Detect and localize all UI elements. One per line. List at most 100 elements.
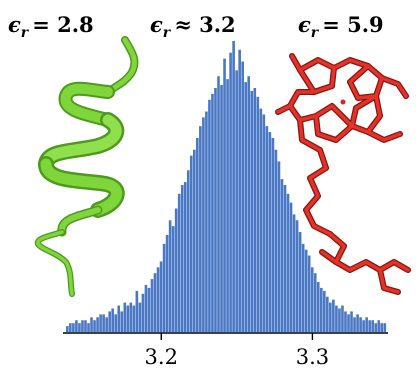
histogram-bar	[205, 111, 208, 332]
histogram-bar	[329, 302, 332, 332]
histogram-bar	[368, 320, 371, 332]
histogram-bar	[193, 149, 196, 332]
histogram-bar	[72, 323, 75, 332]
histogram-bar	[202, 117, 205, 332]
histogram-bar	[150, 279, 154, 332]
histogram-bar	[304, 249, 308, 332]
histogram-bar	[268, 132, 272, 332]
histogram-bar	[295, 220, 299, 332]
histogram-bar	[199, 126, 202, 332]
histogram-bar	[301, 243, 305, 332]
histogram-bar	[126, 305, 130, 332]
histogram-bar	[244, 82, 248, 332]
histogram-bar	[250, 90, 254, 332]
histogram-bar	[362, 320, 365, 332]
histogram-bar	[280, 179, 284, 332]
histogram-bar	[335, 305, 338, 332]
x-tick-label: 3.3	[296, 345, 329, 369]
histogram-bar	[129, 302, 133, 332]
histogram-bar	[75, 320, 78, 332]
histogram-bar	[310, 267, 314, 332]
histogram-bar	[186, 170, 190, 332]
histogram-bar	[380, 323, 384, 332]
histogram-bar	[353, 317, 356, 332]
histogram-bar	[323, 290, 326, 332]
histogram-bar	[238, 49, 241, 332]
histogram-bar	[247, 76, 251, 332]
histogram-bar	[332, 299, 335, 332]
histogram-bar	[189, 155, 193, 332]
histogram-bar	[217, 76, 220, 332]
histogram-bar	[123, 302, 127, 332]
histogram-bar	[256, 96, 260, 332]
histogram-bar	[114, 314, 118, 332]
histogram-bar	[168, 220, 172, 332]
histogram-bar	[214, 87, 217, 332]
histogram-bar	[350, 311, 353, 332]
histogram-bar	[232, 40, 235, 332]
histogram-bar	[147, 287, 151, 332]
histogram-bar	[383, 323, 387, 332]
histogram-bar	[93, 320, 96, 332]
histogram-bar	[316, 282, 320, 332]
histogram-bar	[265, 126, 269, 332]
histogram-bar	[99, 314, 102, 332]
histogram-bar	[286, 193, 290, 332]
histogram-bar	[78, 323, 81, 332]
histogram-bar	[81, 320, 84, 332]
histogram-bar	[313, 273, 317, 332]
histogram-bar	[111, 308, 114, 332]
histogram-bar	[144, 284, 148, 332]
x-axis-ticks: 3.2 3.3	[145, 333, 329, 369]
porphyrin-molecule-illustration	[275, 53, 411, 295]
histogram-bar	[241, 61, 244, 333]
histogram-bar	[289, 202, 293, 332]
histogram-bar	[347, 314, 350, 332]
histogram-bar	[90, 317, 93, 332]
histogram-bar	[69, 323, 72, 332]
histogram-bar	[326, 296, 329, 332]
histogram-bar	[156, 267, 160, 332]
histogram-bar	[180, 185, 184, 332]
histogram-bars	[66, 40, 387, 333]
histogram-bar	[141, 293, 145, 332]
alpha-helix-illustration	[34, 36, 139, 297]
histogram-bar	[153, 273, 157, 332]
histogram-bar	[117, 305, 121, 332]
histogram-bar	[87, 323, 90, 332]
histogram-bar	[171, 226, 175, 332]
histogram-bar	[277, 161, 281, 332]
histogram-bar	[377, 320, 381, 332]
histogram-bar	[307, 255, 311, 332]
histogram-bar	[138, 302, 142, 332]
histogram-bar	[196, 137, 199, 332]
histogram-bar	[220, 85, 223, 332]
histogram-bar	[283, 185, 287, 332]
histogram-bar	[174, 208, 178, 332]
histogram-bar	[226, 79, 229, 332]
histogram-bar	[292, 214, 296, 332]
x-tick-label: 3.2	[145, 345, 178, 369]
histogram-bar	[211, 93, 214, 332]
histogram-bar	[177, 193, 181, 332]
histogram-bar	[229, 52, 232, 332]
histogram-bar	[235, 70, 238, 332]
histogram-bar	[132, 305, 136, 332]
histogram-bar	[183, 182, 187, 332]
histogram-bar	[338, 308, 341, 332]
histogram-bar	[66, 326, 69, 332]
histogram-bar	[159, 261, 163, 332]
histogram-bar	[262, 114, 266, 332]
histogram-bar	[253, 87, 257, 332]
histogram-bar	[96, 317, 99, 332]
histogram-bar	[162, 243, 166, 332]
histogram-bar	[274, 149, 278, 332]
label-middle: ϵr ≈ 3.2	[150, 12, 236, 41]
histogram-bar	[319, 287, 323, 332]
histogram-bar	[371, 320, 374, 332]
histogram-bar	[356, 314, 359, 332]
label-left: ϵr = 2.8	[8, 12, 94, 41]
histogram-bar	[105, 317, 108, 332]
histogram-bar	[341, 305, 344, 332]
